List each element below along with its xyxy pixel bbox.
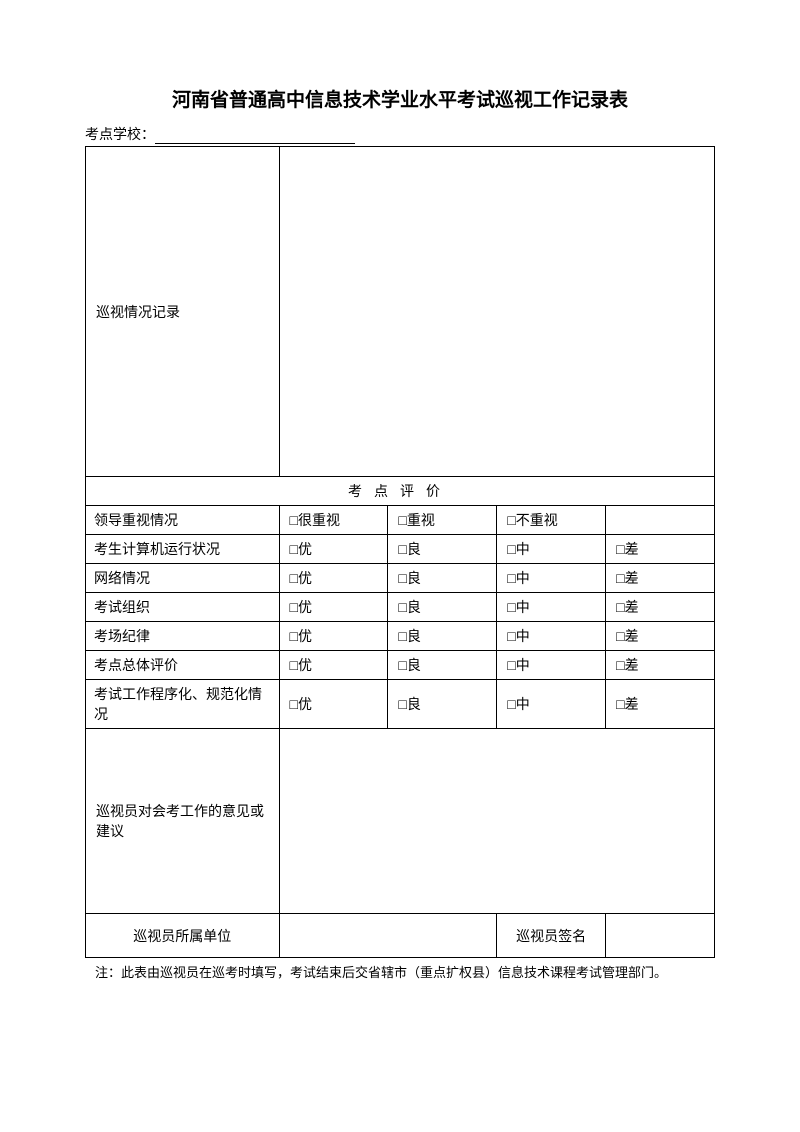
eval-label-cell: 考试工作程序化、规范化情况 xyxy=(86,680,280,729)
signature-label-cell: 巡视员签名 xyxy=(497,914,606,958)
eval-option-cell[interactable]: □优 xyxy=(279,680,388,729)
eval-option-cell[interactable]: □中 xyxy=(497,680,606,729)
eval-option-cell[interactable]: □中 xyxy=(497,564,606,593)
eval-option-cell[interactable]: □中 xyxy=(497,651,606,680)
eval-option-cell xyxy=(606,506,715,535)
section-header-row: 考点评价 xyxy=(86,477,715,506)
eval-row: 考试组织□优□良□中□差 xyxy=(86,593,715,622)
eval-label-cell: 考生计算机运行状况 xyxy=(86,535,280,564)
suggestion-label-cell: 巡视员对会考工作的意见或建议 xyxy=(86,729,280,914)
eval-option-cell[interactable]: □优 xyxy=(279,651,388,680)
eval-row: 考试工作程序化、规范化情况□优□良□中□差 xyxy=(86,680,715,729)
eval-option-cell[interactable]: □优 xyxy=(279,593,388,622)
eval-label-cell: 领导重视情况 xyxy=(86,506,280,535)
eval-option-cell[interactable]: □良 xyxy=(388,593,497,622)
eval-label-cell: 考点总体评价 xyxy=(86,651,280,680)
eval-option-cell[interactable]: □优 xyxy=(279,622,388,651)
eval-option-cell[interactable]: □差 xyxy=(606,535,715,564)
eval-label-cell: 网络情况 xyxy=(86,564,280,593)
record-label-cell: 巡视情况记录 xyxy=(86,147,280,477)
eval-option-cell[interactable]: □差 xyxy=(606,622,715,651)
eval-option-cell[interactable]: □差 xyxy=(606,680,715,729)
eval-option-cell[interactable]: □良 xyxy=(388,622,497,651)
eval-option-cell[interactable]: □优 xyxy=(279,535,388,564)
footnote-text: 注：此表由巡视员在巡考时填写，考试结束后交省辖市（重点扩权县）信息技术课程考试管… xyxy=(85,962,715,981)
eval-option-cell[interactable]: □优 xyxy=(279,564,388,593)
eval-row: 考生计算机运行状况□优□良□中□差 xyxy=(86,535,715,564)
section-header-cell: 考点评价 xyxy=(86,477,715,506)
eval-option-cell[interactable]: □不重视 xyxy=(497,506,606,535)
eval-option-cell[interactable]: □良 xyxy=(388,564,497,593)
eval-option-cell[interactable]: □中 xyxy=(497,535,606,564)
signature-value-cell[interactable] xyxy=(606,914,715,958)
eval-option-cell[interactable]: □差 xyxy=(606,593,715,622)
eval-option-cell[interactable]: □重视 xyxy=(388,506,497,535)
eval-row: 考点总体评价□优□良□中□差 xyxy=(86,651,715,680)
eval-option-cell[interactable]: □良 xyxy=(388,651,497,680)
school-label: 考点学校： xyxy=(85,128,155,143)
eval-option-cell[interactable]: □很重视 xyxy=(279,506,388,535)
eval-label-cell: 考试组织 xyxy=(86,593,280,622)
page-title: 河南省普通高中信息技术学业水平考试巡视工作记录表 xyxy=(85,85,715,112)
inspection-form-table: 巡视情况记录 考点评价 领导重视情况□很重视□重视□不重视考生计算机运行状况□优… xyxy=(85,146,715,958)
eval-row: 考场纪律□优□良□中□差 xyxy=(86,622,715,651)
eval-option-cell[interactable]: □中 xyxy=(497,622,606,651)
record-content-cell[interactable] xyxy=(279,147,714,477)
eval-option-cell[interactable]: □良 xyxy=(388,535,497,564)
eval-option-cell[interactable]: □差 xyxy=(606,564,715,593)
eval-option-cell[interactable]: □良 xyxy=(388,680,497,729)
eval-option-cell[interactable]: □中 xyxy=(497,593,606,622)
record-row: 巡视情况记录 xyxy=(86,147,715,477)
suggestion-content-cell[interactable] xyxy=(279,729,714,914)
document-page: 河南省普通高中信息技术学业水平考试巡视工作记录表 考点学校： 巡视情况记录 考点… xyxy=(0,0,800,981)
school-field-row: 考点学校： xyxy=(85,124,715,144)
signature-row: 巡视员所属单位 巡视员签名 xyxy=(86,914,715,958)
eval-row: 领导重视情况□很重视□重视□不重视 xyxy=(86,506,715,535)
eval-label-cell: 考场纪律 xyxy=(86,622,280,651)
suggestion-row: 巡视员对会考工作的意见或建议 xyxy=(86,729,715,914)
eval-option-cell[interactable]: □差 xyxy=(606,651,715,680)
unit-label-cell: 巡视员所属单位 xyxy=(86,914,280,958)
eval-row: 网络情况□优□良□中□差 xyxy=(86,564,715,593)
unit-value-cell[interactable] xyxy=(279,914,497,958)
school-input-line[interactable] xyxy=(155,128,355,144)
